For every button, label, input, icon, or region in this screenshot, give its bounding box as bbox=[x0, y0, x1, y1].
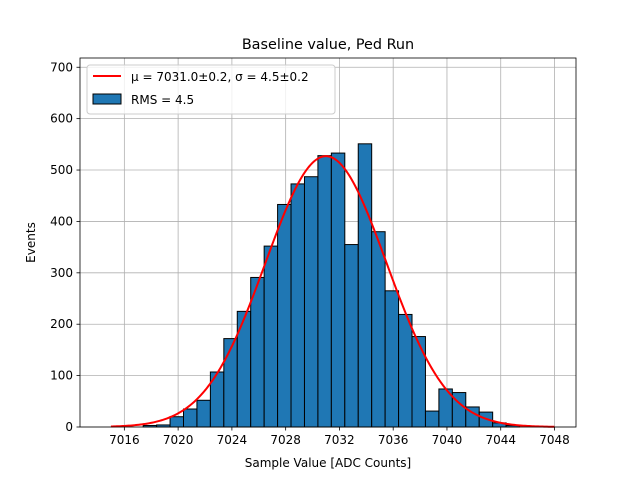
histogram-bar bbox=[183, 408, 198, 428]
y-tick-label: 400 bbox=[50, 214, 73, 228]
x-tick-label: 7016 bbox=[109, 433, 140, 447]
x-tick-label: 7048 bbox=[539, 433, 570, 447]
histogram-bar bbox=[424, 410, 440, 428]
plot-frame bbox=[79, 57, 577, 428]
histogram-bar bbox=[290, 183, 305, 428]
legend-rms-label: RMS = 4.5 bbox=[131, 93, 194, 107]
x-tick-label: 7024 bbox=[217, 433, 248, 447]
histogram-bar bbox=[330, 152, 346, 428]
x-tick-label: 7020 bbox=[163, 433, 194, 447]
histogram-bar bbox=[223, 338, 238, 428]
bars bbox=[142, 143, 521, 428]
y-tick-label: 100 bbox=[50, 369, 73, 383]
y-tick-label: 0 bbox=[65, 420, 73, 434]
histogram-bar bbox=[317, 155, 332, 428]
x-tick-label: 7032 bbox=[324, 433, 355, 447]
y-tick-label: 500 bbox=[50, 163, 73, 177]
histogram-bar bbox=[196, 399, 211, 428]
fit-curve bbox=[110, 155, 555, 428]
x-axis-label: Sample Value [ADC Counts] bbox=[245, 456, 411, 470]
axis-ticks: 7016 7020 7024 7028 7032 7036 7040 7044 7048 0 100… bbox=[50, 60, 570, 447]
legend-fit-label: μ = 7031.0±0.2, σ = 4.5±0.2 bbox=[131, 70, 309, 84]
histogram-bar bbox=[250, 276, 265, 428]
histogram-bar bbox=[169, 416, 185, 428]
legend-bar-swatch bbox=[92, 93, 122, 105]
histogram-bar bbox=[263, 245, 279, 428]
chart-title: Baseline value, Ped Run bbox=[242, 37, 414, 53]
histogram-bar bbox=[357, 143, 373, 428]
histogram-bar bbox=[398, 313, 413, 428]
y-tick-label: 200 bbox=[50, 317, 73, 331]
x-tick-label: 7044 bbox=[485, 433, 516, 447]
histogram-bar bbox=[277, 203, 292, 428]
y-axis-label: Events bbox=[24, 222, 38, 263]
x-tick-label: 7036 bbox=[378, 433, 409, 447]
legend-box bbox=[86, 64, 336, 115]
x-tick-label: 7040 bbox=[432, 433, 463, 447]
histogram-bar bbox=[384, 290, 400, 428]
histogram-bar bbox=[344, 244, 359, 428]
y-tick-label: 600 bbox=[50, 112, 73, 126]
legend: μ = 7031.0±0.2, σ = 4.5±0.2 RMS = 4.5 bbox=[86, 64, 336, 115]
x-tick-label: 7028 bbox=[270, 433, 301, 447]
y-tick-label: 700 bbox=[50, 60, 73, 74]
histogram-bar bbox=[303, 176, 319, 428]
histogram-bar bbox=[411, 336, 426, 428]
y-tick-label: 300 bbox=[50, 266, 73, 280]
histogram-bar bbox=[371, 231, 386, 428]
